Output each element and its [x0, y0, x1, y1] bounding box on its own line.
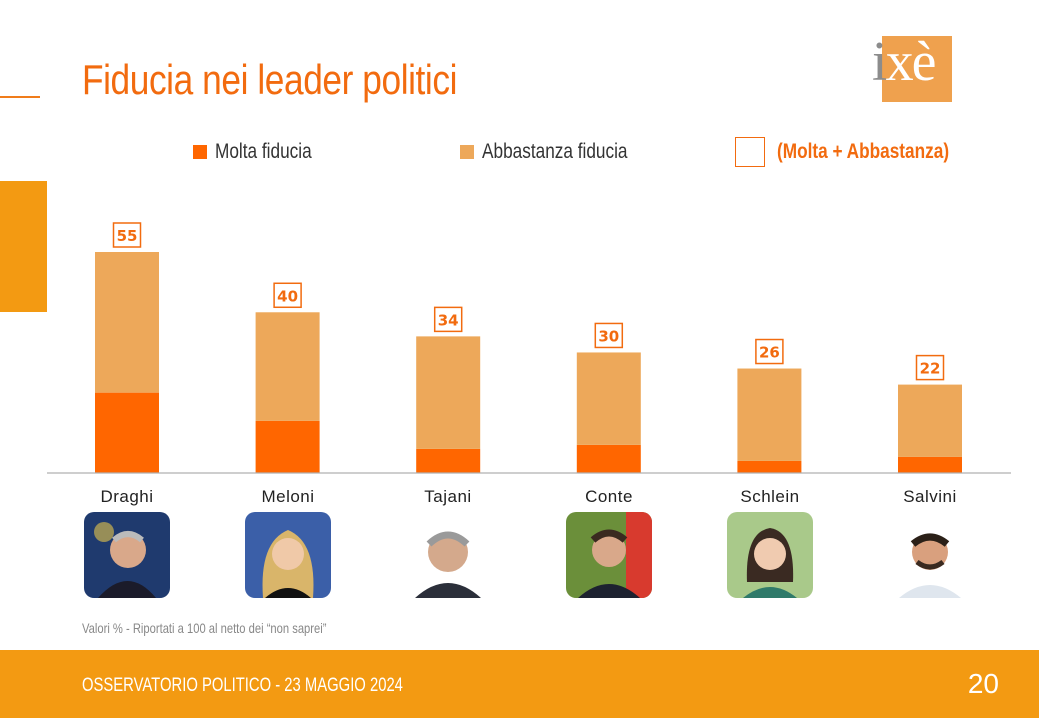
bar-schlein-abbastanza — [737, 368, 802, 461]
footer-text: OSSERVATORIO POLITICO - 23 MAGGIO 2024 — [82, 675, 403, 696]
total-label-meloni: 40 — [277, 287, 298, 305]
salvini-photo — [887, 512, 973, 598]
conte-photo — [566, 512, 652, 598]
legend-item-molta: Molta fiducia — [193, 140, 333, 164]
bar-draghi-molta — [95, 392, 159, 473]
footer-bar: OSSERVATORIO POLITICO - 23 MAGGIO 2024 2… — [0, 650, 1039, 718]
page-title: Fiducia nei leader politici — [82, 56, 457, 103]
total-label-draghi: 55 — [117, 227, 138, 245]
legend-item-abbastanza: Abbastanza fiducia — [460, 140, 659, 164]
total-label-box-conte — [594, 322, 624, 349]
leader-name-salvini: Salvini — [903, 487, 957, 506]
bar-salvini-abbastanza — [898, 384, 962, 457]
total-label-box-salvini — [915, 354, 945, 381]
ixe-logo: ixè — [872, 31, 952, 102]
leader-name-meloni: Meloni — [261, 487, 315, 506]
legend-label-abbastanza: Abbastanza fiducia — [482, 140, 628, 163]
leader-name-tajani: Tajani — [424, 487, 472, 506]
total-label-conte: 30 — [598, 327, 619, 345]
meloni-photo — [245, 512, 331, 598]
legend-swatch-molta — [193, 145, 207, 159]
bar-draghi-abbastanza — [95, 252, 159, 393]
total-label-box-draghi — [112, 222, 142, 248]
legend-label-molta: Molta fiducia — [215, 140, 312, 163]
side-accent-block — [0, 181, 47, 312]
total-label-box-meloni — [273, 282, 302, 309]
total-label-salvini: 22 — [920, 360, 941, 378]
leader-name-schlein: Schlein — [740, 487, 800, 506]
total-label-schlein: 26 — [759, 344, 780, 362]
bar-tajani-abbastanza — [416, 336, 481, 449]
bar-meloni-molta — [255, 420, 320, 473]
total-label-tajani: 34 — [438, 311, 459, 329]
bar-tajani-molta — [416, 448, 481, 473]
legend-label-total: (Molta + Abbastanza) — [777, 140, 950, 163]
bar-schlein-molta — [737, 460, 802, 473]
legend-item-total: (Molta + Abbastanza) — [735, 137, 987, 167]
tajani-photo — [405, 512, 491, 598]
bar-conte-molta — [576, 444, 641, 473]
title-rule — [0, 96, 40, 98]
bar-meloni-abbastanza — [255, 312, 320, 421]
legend-box-total — [735, 137, 765, 167]
schlein-photo — [727, 512, 813, 598]
leader-name-draghi: Draghi — [100, 487, 154, 506]
page-number: 20 — [967, 668, 999, 699]
footnote: Valori % - Riportati a 100 al netto dei … — [82, 620, 327, 636]
leader-name-conte: Conte — [585, 487, 633, 506]
bar-conte-abbastanza — [576, 352, 641, 445]
total-label-box-schlein — [755, 338, 784, 365]
legend-swatch-abbastanza — [460, 145, 474, 159]
total-label-box-tajani — [433, 306, 463, 333]
bar-salvini-molta — [898, 456, 962, 473]
draghi-photo — [84, 512, 170, 598]
